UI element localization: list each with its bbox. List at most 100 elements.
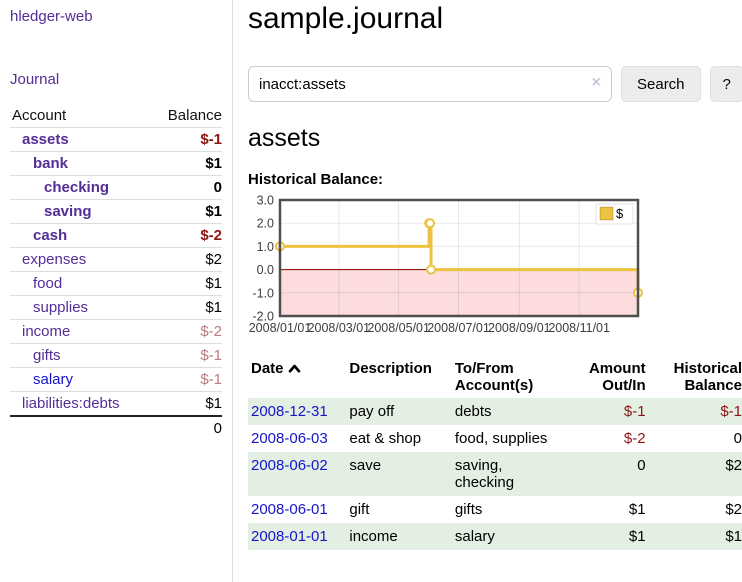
accounts-total-row: 0 [10,415,222,440]
transaction-date-link[interactable]: 2008-06-01 [251,501,328,518]
svg-text:$: $ [616,206,624,221]
account-balance: $1 [151,199,222,224]
transaction-date-link[interactable]: 2008-01-01 [251,528,328,545]
svg-text:0.0: 0.0 [257,263,274,277]
account-row: expenses $2 [10,247,222,272]
account-row: bank $1 [10,151,222,176]
account-link[interactable]: gifts [33,347,61,364]
accounts-col-account: Account [12,107,67,124]
table-row: 2008-06-03 eat & shop food, supplies $-2 0 [248,425,742,452]
transaction-accounts: food, supplies [454,430,548,447]
account-balance: $2 [151,247,222,272]
account-row: cash $-2 [10,223,222,248]
transaction-description: income [349,528,398,545]
app-title-link[interactable]: hledger-web [10,8,93,25]
account-row: assets $-1 [10,127,222,152]
account-link[interactable]: income [22,323,71,340]
page-title: sample.journal [248,2,444,35]
account-balance: $-1 [151,343,222,368]
account-row: saving $1 [10,199,222,224]
transaction-balance: $-1 [720,403,742,420]
transaction-balance: 0 [733,430,742,447]
transaction-balance: $2 [725,501,742,518]
transaction-amount: $-1 [623,403,646,420]
account-row: food $1 [10,271,222,296]
account-link[interactable]: food [33,275,63,292]
transaction-accounts: debts [454,403,492,420]
account-balance: $1 [151,295,222,320]
transaction-accounts: gifts [454,501,483,518]
help-button[interactable]: ? [709,66,742,102]
svg-text:-1.0: -1.0 [252,286,274,300]
search-input[interactable] [248,66,612,102]
account-balance: $-1 [151,367,222,392]
account-balance: 0 [151,175,222,200]
table-row: 2008-06-01 gift gifts $1 $2 [248,496,742,523]
register-col-accounts: To/From Account(s) [454,360,534,394]
register-col-date[interactable]: Date [248,356,346,398]
transaction-date-link[interactable]: 2008-06-02 [251,457,328,474]
account-link[interactable]: saving [44,203,92,220]
svg-text:2.0: 2.0 [257,217,274,231]
svg-text:2008/07/01: 2008/07/01 [427,321,490,335]
svg-text:3.0: 3.0 [257,194,274,208]
register-col-balance: Historical Balance [673,360,742,394]
accounts-total-value: 0 [151,415,222,440]
account-row: supplies $1 [10,295,222,320]
account-balance: $-2 [151,223,222,248]
svg-text:2008/01/01: 2008/01/01 [249,321,312,335]
transaction-amount: $1 [628,501,646,518]
account-heading: assets [248,124,321,152]
sort-ascending-icon [288,364,300,373]
search-button[interactable]: Search [621,66,701,102]
sidebar-item-journal[interactable]: Journal [10,71,60,88]
account-balance: $1 [151,151,222,176]
svg-text:2008/03/01: 2008/03/01 [308,321,371,335]
transaction-amount: $-2 [623,430,646,447]
account-balance: $-2 [151,319,222,344]
register-table: Date Description To/From Account(s) Amou… [248,356,742,550]
accounts-col-balance: Balance [167,107,222,124]
account-row: gifts $-1 [10,343,222,368]
register-col-amount: Amount Out/In [588,360,646,394]
accounts-table-body: assets $-1 bank $1 checking 0 saving $1 cash $-2 e… [10,127,222,416]
transaction-date-link[interactable]: 2008-06-03 [251,430,328,447]
table-row: 2008-01-01 income salary $1 $1 [248,523,742,550]
accounts-table: Account Balance assets $-1 bank $1 checking 0… [10,104,222,440]
search-box: × [248,66,612,102]
account-link[interactable]: liabilities:debts [22,395,120,412]
account-link[interactable]: salary [33,371,74,388]
transaction-accounts: saving, checking [454,457,515,491]
transaction-description: pay off [349,403,395,420]
account-balance: $1 [151,271,222,296]
transaction-date-link[interactable]: 2008-12-31 [251,403,328,420]
register-col-description: Description [349,360,432,377]
account-balance: $-1 [151,127,222,152]
account-link[interactable]: supplies [33,299,89,316]
transaction-balance: $1 [725,528,742,545]
search-form: × Search ? [248,66,742,102]
account-link[interactable]: assets [22,131,69,148]
transaction-description: eat & shop [349,430,422,447]
svg-text:1.0: 1.0 [257,240,274,254]
account-row: income $-2 [10,319,222,344]
svg-text:2008/11/01: 2008/11/01 [548,321,610,335]
account-link[interactable]: checking [44,179,110,196]
svg-text:2008/05/01: 2008/05/01 [367,321,430,335]
table-row: 2008-06-02 save saving, checking 0 $2 [248,452,742,496]
transaction-amount: $1 [628,528,646,545]
account-link[interactable]: expenses [22,251,87,268]
account-row: liabilities:debts $1 [10,391,222,416]
historical-balance-chart[interactable]: $3.0 2.0 1.0 0.0 -1.0 -2.02008/01/012008/03/0… [248,194,742,340]
account-row: salary $-1 [10,367,222,392]
transaction-balance: $2 [725,457,742,474]
transaction-description: save [349,457,382,474]
main-content: sample.journal × Search ? assets Histori… [233,0,742,582]
sidebar: hledger-web Journal Account Balance asse… [0,0,233,582]
chart-title: Historical Balance: [248,171,384,188]
register-table-body: 2008-12-31 pay off debts $-1 $-1 2008-06-03 ea… [248,398,742,550]
account-link[interactable]: cash [33,227,68,244]
clear-search-icon[interactable]: × [591,74,601,91]
account-link[interactable]: bank [33,155,69,172]
transaction-amount: 0 [637,457,646,474]
